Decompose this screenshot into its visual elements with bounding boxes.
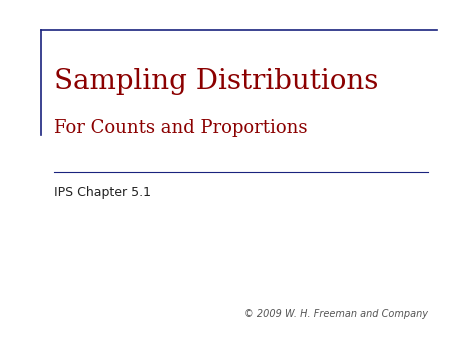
Text: IPS Chapter 5.1: IPS Chapter 5.1 — [54, 186, 151, 199]
Text: Sampling Distributions: Sampling Distributions — [54, 68, 378, 95]
Text: For Counts and Proportions: For Counts and Proportions — [54, 119, 307, 138]
Text: © 2009 W. H. Freeman and Company: © 2009 W. H. Freeman and Company — [243, 309, 428, 319]
